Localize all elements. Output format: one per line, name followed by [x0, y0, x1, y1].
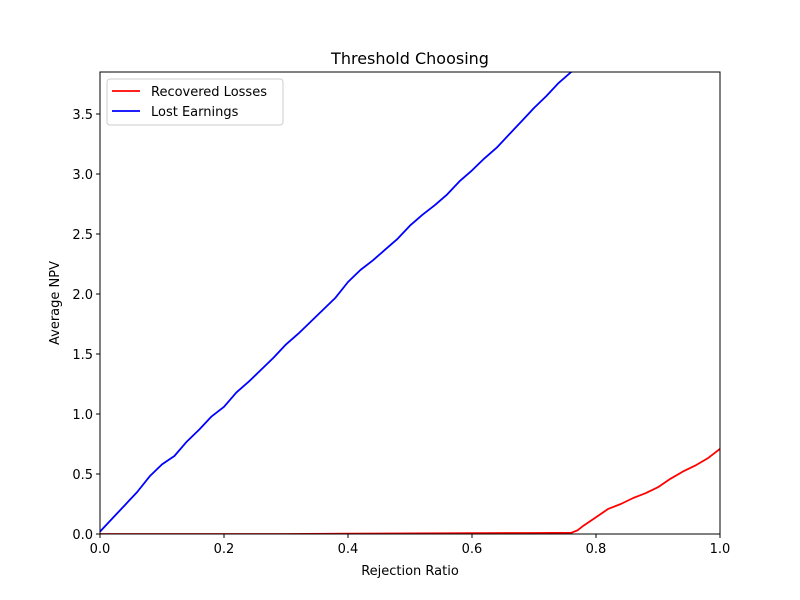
y-tick-label: 2.5 — [72, 228, 93, 243]
y-tick-label: 1.5 — [72, 348, 93, 363]
x-tick-label: 0.4 — [338, 542, 359, 557]
legend-label-recovered-losses: Recovered Losses — [151, 85, 267, 100]
tick-layer: 0.0 0.2 0.4 0.6 0.8 1.0 0.0 0.5 1.0 1.5 2.0 2.5 3.0 3… — [72, 108, 730, 557]
x-tick-label: 0.6 — [462, 542, 483, 557]
legend-box — [106, 78, 284, 126]
y-axis-label: Average NPV — [48, 261, 63, 345]
legend-label-lost-earnings: Lost Earnings — [151, 105, 239, 120]
x-tick-label: 1.0 — [710, 542, 731, 557]
plot-frame — [99, 71, 721, 535]
x-tick-label: 0.0 — [90, 542, 111, 557]
y-tick-label: 3.5 — [72, 108, 93, 123]
y-tick-label: 0.5 — [72, 468, 93, 483]
x-tick-label: 0.8 — [586, 542, 607, 557]
y-tick-label: 1.0 — [72, 408, 93, 423]
series-line-lost-earnings — [100, 72, 574, 533]
y-tick-label: 3.0 — [72, 168, 93, 183]
legend: Recovered Losses Lost Earnings — [106, 78, 284, 126]
x-tick-label: 0.2 — [214, 542, 235, 557]
x-axis-label: Rejection Ratio — [361, 564, 459, 579]
chart-title: Threshold Choosing — [330, 49, 489, 68]
y-tick-label: 0.0 — [72, 528, 93, 543]
y-tick-label: 2.0 — [72, 288, 93, 303]
